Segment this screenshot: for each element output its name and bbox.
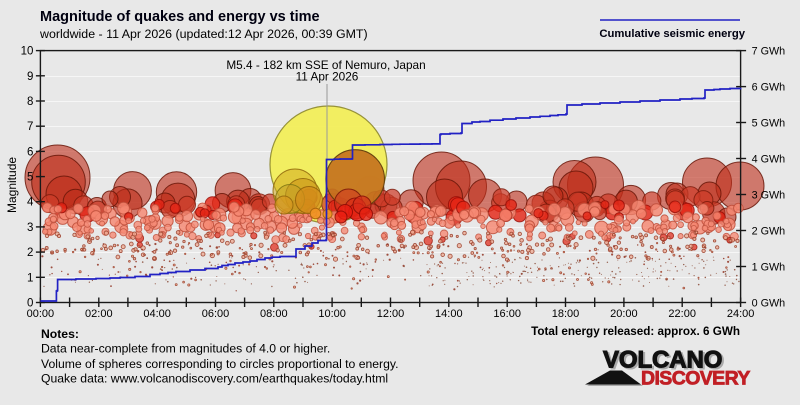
svg-text:10:00: 10:00 [318, 308, 346, 320]
svg-text:8: 8 [27, 96, 33, 108]
svg-text:18:00: 18:00 [552, 308, 580, 320]
svg-text:4: 4 [27, 197, 34, 209]
svg-text:M5.4 - 182 km SSE of Nemuro, J: M5.4 - 182 km SSE of Nemuro, Japan [226, 58, 425, 72]
svg-text:16:00: 16:00 [493, 308, 521, 320]
svg-text:Quake data: www.volcanodiscove: Quake data: www.volcanodiscovery.com/ear… [41, 372, 388, 386]
svg-text:worldwide - 11 Apr 2026 (updat: worldwide - 11 Apr 2026 (updated:12 Apr … [39, 27, 368, 41]
svg-text:7: 7 [27, 121, 33, 133]
svg-text:24:00: 24:00 [727, 308, 755, 320]
svg-text:Data near-complete from magnit: Data near-complete from magnitudes of 4.… [41, 342, 330, 356]
svg-text:08:00: 08:00 [260, 308, 288, 320]
svg-text:2: 2 [27, 247, 33, 259]
svg-text:VOLCANO: VOLCANO [605, 348, 724, 375]
svg-text:Magnitude: Magnitude [5, 157, 19, 213]
svg-text:10: 10 [21, 46, 34, 58]
svg-text:11 Apr 2026: 11 Apr 2026 [296, 70, 359, 84]
svg-text:6: 6 [27, 146, 33, 158]
svg-text:9: 9 [27, 71, 33, 83]
svg-text:02:00: 02:00 [85, 308, 113, 320]
svg-text:1 GWh: 1 GWh [752, 262, 786, 274]
svg-text:5: 5 [27, 172, 33, 184]
svg-text:Total energy released: approx.: Total energy released: approx. 6 GWh [531, 325, 740, 338]
svg-text:00:00: 00:00 [27, 308, 55, 320]
svg-text:Notes:: Notes: [41, 327, 79, 341]
svg-text:20:00: 20:00 [610, 308, 638, 320]
svg-text:7 GWh: 7 GWh [752, 46, 786, 58]
svg-text:14:00: 14:00 [435, 308, 463, 320]
svg-text:0 GWh: 0 GWh [752, 298, 786, 310]
svg-text:5 GWh: 5 GWh [752, 118, 786, 130]
svg-text:Magnitude of quakes and energy: Magnitude of quakes and energy vs time [40, 9, 320, 25]
svg-text:2 GWh: 2 GWh [752, 226, 786, 238]
svg-text:1: 1 [27, 272, 33, 284]
svg-text:6 GWh: 6 GWh [752, 82, 786, 94]
svg-text:12:00: 12:00 [377, 308, 405, 320]
svg-text:4 GWh: 4 GWh [752, 154, 786, 166]
svg-text:06:00: 06:00 [202, 308, 230, 320]
svg-text:3: 3 [27, 222, 33, 234]
svg-text:VOLCANO: VOLCANO [603, 347, 722, 374]
svg-text:Cumulative seismic energy: Cumulative seismic energy [599, 28, 745, 40]
svg-text:0: 0 [27, 298, 33, 310]
svg-text:3 GWh: 3 GWh [752, 190, 786, 202]
svg-text:22:00: 22:00 [668, 308, 696, 320]
svg-text:04:00: 04:00 [143, 308, 171, 320]
svg-text:DISCOVERY: DISCOVERY [641, 368, 750, 390]
svg-text:Volume of spheres correspondin: Volume of spheres corresponding to circl… [41, 357, 398, 371]
